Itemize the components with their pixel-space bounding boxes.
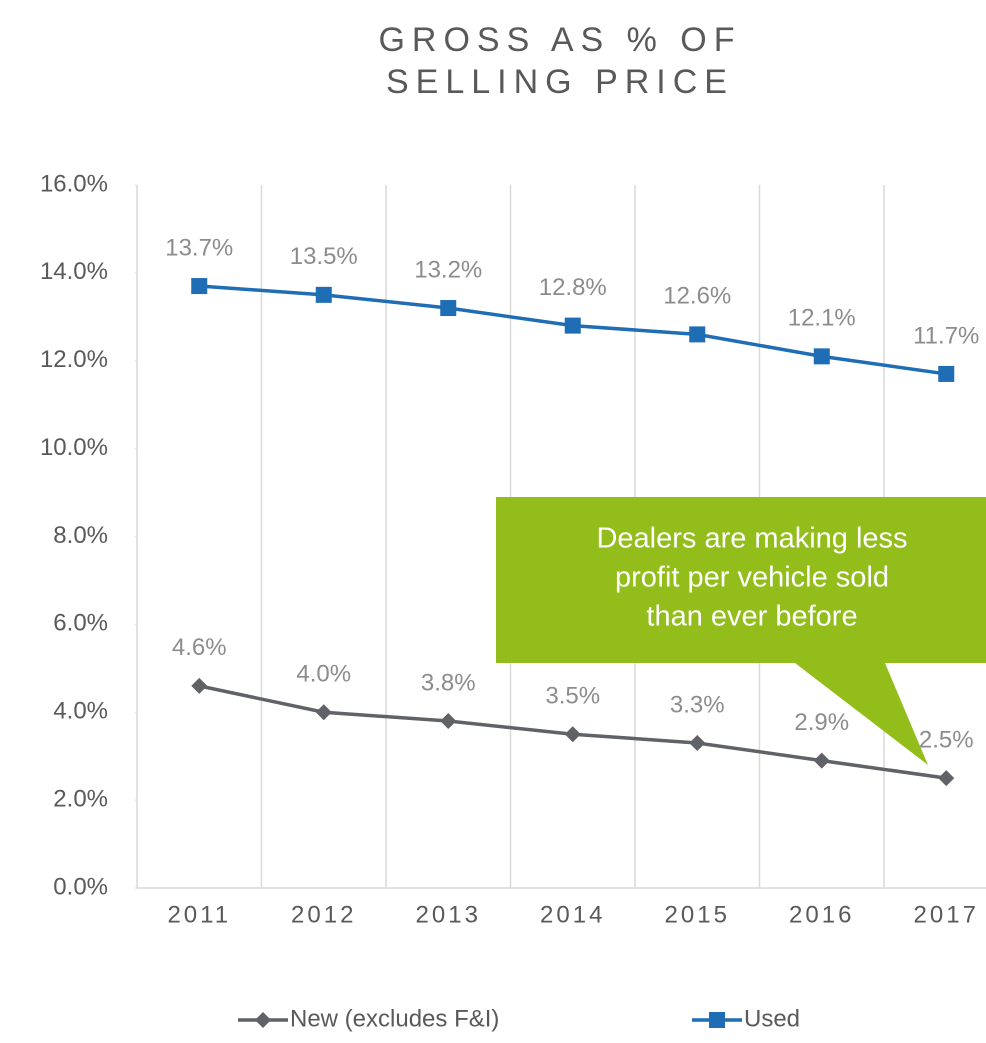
annotation: profit per vehicle sold [615,562,889,594]
data-label: 3.3% [670,691,725,718]
marker [191,278,208,295]
marker [938,770,955,787]
y-tick-label: 12.0% [40,346,108,373]
data-label: 4.0% [296,661,351,688]
legend-label: Used [744,1005,800,1032]
x-tick-label: 2014 [540,901,605,928]
data-label: 11.7% [913,322,979,349]
data-label: 12.8% [539,274,607,301]
marker [440,300,457,317]
y-tick-label: 14.0% [40,258,108,285]
data-label: 12.1% [788,305,856,332]
y-tick-label: 0.0% [53,873,108,900]
data-label: 13.2% [414,256,482,283]
marker [689,326,706,343]
marker [315,704,332,721]
y-tick-label: 4.0% [53,698,108,725]
y-tick-label: 16.0% [40,170,108,197]
marker [813,348,830,365]
data-label: 12.6% [663,283,731,310]
marker [689,735,706,752]
callout-box [496,497,986,765]
marker [315,286,332,303]
legend-label: New (excludes F&I) [290,1005,499,1032]
callout: Dealers are making less profit per vehicl… [496,497,986,765]
data-label: 13.5% [290,243,358,270]
x-tick-label: 2015 [665,901,730,928]
annotation: Dealers are making less [596,523,907,555]
data-label: 3.8% [421,669,476,696]
x-tick-label: 2016 [789,901,854,928]
data-label: 4.6% [172,634,227,661]
y-tick-label: 8.0% [53,522,108,549]
data-label: 2.9% [794,709,849,736]
y-tick-label: 2.0% [53,785,108,812]
marker [440,713,457,730]
y-tick-label: 10.0% [40,434,108,461]
marker [938,365,955,382]
annotation: than ever before [646,601,857,633]
chart-title: GROSS AS % OF [378,21,741,59]
x-tick-label: 2017 [914,901,979,928]
x-tick-label: 2011 [167,901,231,928]
legend-marker [255,1012,271,1028]
marker [813,752,830,769]
data-label: 2.5% [919,727,974,754]
marker [191,677,208,694]
x-tick-label: 2013 [416,901,481,928]
y-tick-label: 6.0% [53,610,108,637]
data-label: 13.7% [165,234,233,261]
legend-marker [709,1012,725,1028]
data-label: 3.5% [545,683,600,710]
marker [564,317,581,334]
marker [564,726,581,743]
x-tick-label: 2012 [291,901,356,928]
chart-title: SELLING PRICE [386,63,734,101]
